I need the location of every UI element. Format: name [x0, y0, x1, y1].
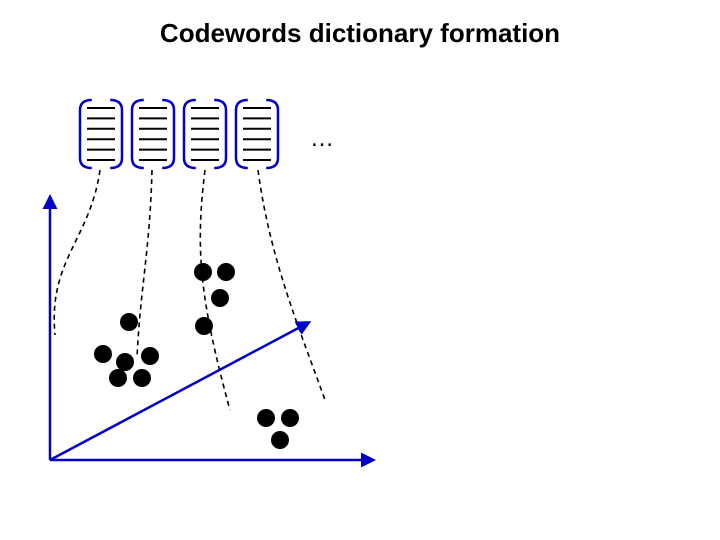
feature-point-9 — [211, 289, 229, 307]
feature-point-13 — [271, 431, 289, 449]
feature-point-6 — [133, 369, 151, 387]
stack-bracket-right — [162, 100, 174, 168]
descriptor-stacks — [80, 100, 278, 168]
feature-point-8 — [217, 263, 235, 281]
projection-line-2 — [137, 170, 152, 358]
feature-point-11 — [257, 409, 275, 427]
stack-bracket-left — [184, 100, 196, 168]
feature-point-2 — [94, 345, 112, 363]
stack-bracket-left — [80, 100, 92, 168]
projection-line-1 — [54, 170, 100, 335]
ellipsis: … — [310, 125, 334, 152]
z-axis — [50, 324, 306, 460]
feature-point-7 — [194, 263, 212, 281]
projection-lines — [54, 170, 325, 410]
stack-bracket-left — [132, 100, 144, 168]
diagram-canvas: … — [0, 0, 720, 540]
stack-bracket-right — [110, 100, 122, 168]
feature-point-5 — [109, 369, 127, 387]
stack-bracket-right — [214, 100, 226, 168]
feature-point-4 — [141, 347, 159, 365]
stack-bracket-left — [236, 100, 248, 168]
projection-line-4 — [258, 170, 325, 400]
feature-point-3 — [116, 353, 134, 371]
feature-point-12 — [281, 409, 299, 427]
stack-bracket-right — [266, 100, 278, 168]
feature-point-10 — [195, 317, 213, 335]
projection-line-3 — [200, 170, 230, 410]
feature-point-1 — [120, 313, 138, 331]
